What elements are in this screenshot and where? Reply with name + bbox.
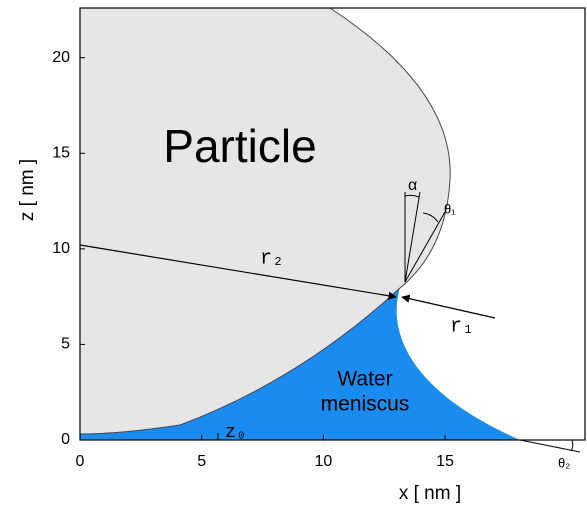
theta2-label: θ₂ — [558, 455, 570, 470]
particle-label: Particle — [163, 120, 316, 172]
x-axis-label: x [ nm ] — [399, 483, 461, 504]
y-tick-label: 0 — [61, 431, 70, 448]
x-tick-label: 15 — [436, 453, 454, 470]
x-tick-label: 0 — [76, 453, 85, 470]
z0-label: z₀ — [225, 423, 247, 443]
r1-label: r₁ — [450, 315, 474, 338]
meniscus-label: meniscus — [321, 393, 410, 416]
x-tick-label: 5 — [197, 453, 206, 470]
y-tick-label: 5 — [61, 336, 70, 353]
theta2-arc — [571, 440, 573, 451]
y-axis-label: z [ nm ] — [17, 159, 38, 221]
x-tick-label: 10 — [314, 453, 332, 470]
figure: Particle Water meniscus r₂ r₁ z₀ α θ₁ θ₂… — [0, 0, 587, 512]
r1-line — [402, 297, 495, 318]
r2-label: r₂ — [260, 247, 284, 270]
water-label: Water — [337, 368, 392, 391]
y-tick-label: 20 — [52, 49, 70, 66]
theta1-label: θ₁ — [444, 201, 456, 216]
alpha-label: α — [408, 177, 417, 194]
y-tick-label: 15 — [52, 144, 70, 161]
y-tick-label: 10 — [52, 240, 70, 257]
